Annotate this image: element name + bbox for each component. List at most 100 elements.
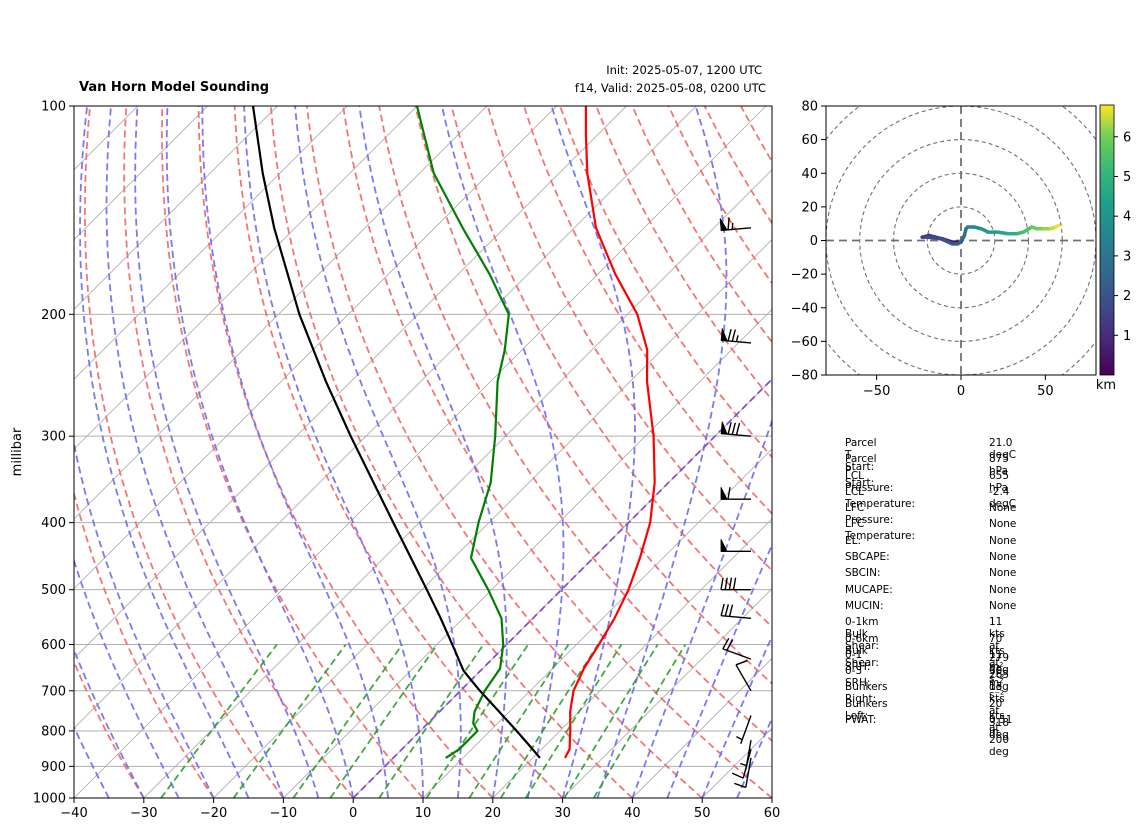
isotherm-10 [422, 448, 772, 798]
param-value: None [989, 567, 1017, 580]
x-tick-label: 0 [349, 806, 357, 821]
temperature-line [564, 106, 656, 759]
isotherm-40 [632, 657, 772, 798]
param-label: PWAT: [845, 714, 877, 727]
hodo-y-tick-label: 0 [810, 234, 818, 249]
isotherm--30 [143, 169, 772, 798]
param-value: 70 kts at 265 deg [989, 632, 1010, 693]
wind-barb-825 [740, 740, 752, 770]
x-tick-label: 60 [764, 806, 781, 821]
param-value: None [989, 551, 1017, 564]
isotherm--90 [74, 106, 418, 450]
mixing-ratio-2 [292, 643, 404, 798]
param-label: 0-3 SRH: [845, 665, 871, 690]
isotherm-50 [701, 727, 772, 798]
isotherm-zero [352, 377, 772, 798]
y-axis-label: millibar [10, 427, 25, 476]
y-tick-label: 300 [41, 430, 66, 445]
valid-time: f14, Valid: 2025-05-08, 0200 UTC [574, 81, 766, 95]
param-label: MUCIN: [845, 599, 884, 612]
param-label: Bunkers Right: [845, 681, 888, 706]
colorbar-tick-label: 6 [1123, 130, 1131, 145]
param-label: MUCAPE: [845, 583, 893, 596]
mixing-ratio-5 [378, 643, 485, 798]
mixing-ratio-0.4 [160, 643, 278, 798]
x-tick-label: 40 [624, 806, 641, 821]
dry-adiabat-150 [667, 106, 772, 285]
hodo-y-tick-label: 20 [801, 200, 818, 215]
y-tick-label: 200 [41, 308, 66, 323]
param-label: LCL Pressure: [845, 469, 894, 494]
dry-adiabat--30 [74, 659, 145, 798]
hodograph-axes: −50 0 50 −80 −60 −40 −20 0 20 40 60 80 [791, 100, 1054, 400]
dry-adiabat-10 [160, 106, 424, 798]
colorbar-tick-label: 2 [1123, 289, 1131, 304]
x-tick-label: 20 [485, 806, 502, 821]
isotherm--70 [74, 106, 557, 590]
colorbar-tick-label: 1 [1123, 329, 1131, 344]
wind-barb-760 [736, 715, 752, 744]
hodo-y-tick-label: −20 [791, 268, 818, 283]
param-label: 0-1 SRH: [845, 648, 871, 673]
param-value: 875 hPa [989, 453, 1010, 478]
hodo-x-tick-label: 0 [957, 384, 965, 399]
wind-barb-700 [735, 659, 752, 692]
moist-adiabat-55 [736, 716, 772, 798]
param-label: Bunkers Left: [845, 697, 888, 722]
hodo-segment [1053, 223, 1061, 229]
moist-adiabat-15 [294, 106, 462, 798]
param-label: EL: [845, 534, 862, 547]
hodo-x-tick-label: 50 [1037, 384, 1054, 399]
parcel-line [251, 106, 541, 759]
dewpoint-line [415, 106, 510, 759]
y-tick-label: 1000 [33, 792, 66, 807]
dry-adiabat-80 [414, 106, 772, 685]
x-tick-label: 10 [415, 806, 432, 821]
hodo-segment [925, 235, 943, 241]
param-label: 0-1km Bulk Shear: [845, 616, 879, 653]
param-label: LCL Temperature: [845, 485, 916, 510]
init-time: Init: 2025-05-07, 1200 UTC [606, 63, 762, 77]
param-value: 50 m² s⁻² [989, 665, 1005, 702]
colorbar-label: km [1096, 378, 1116, 393]
hodo-y-tick-label: −80 [791, 369, 818, 384]
param-label: 0-6km Bulk Shear: [845, 632, 879, 669]
isotherm--80 [74, 106, 488, 520]
moist-adiabat--15 [79, 106, 250, 798]
param-value: 655 hPa [989, 469, 1010, 494]
moist-adiabat--20 [74, 439, 215, 798]
dry-adiabat-180 [777, 106, 1142, 798]
wind-barb-220 [720, 328, 752, 344]
hodograph-trace [920, 223, 1061, 246]
param-value: None [989, 518, 1017, 531]
dry-adiabat-100 [486, 106, 772, 572]
x-tick-label: −10 [270, 806, 297, 821]
isotherm-20 [492, 518, 772, 798]
chart-title: Van Horn Model Sounding [79, 80, 270, 95]
colorbar-tick-label: 5 [1123, 170, 1131, 185]
moist-adiabat-40 [631, 418, 772, 798]
isotherm-60 [771, 797, 772, 798]
y-tick-label: 600 [41, 638, 66, 653]
colorbar-tick-label: 3 [1123, 249, 1131, 264]
param-value: 21.0 degC [989, 437, 1017, 461]
dry-adiabat-160 [703, 106, 772, 225]
colorbar-axes: 1 2 3 4 5 6 [1114, 130, 1131, 344]
mixing-ratio-36 [593, 644, 687, 798]
hodo-y-tick-label: −40 [791, 301, 818, 316]
hodo-y-tick-label: −60 [791, 335, 818, 350]
param-value: 11 kts at 279 deg [989, 616, 1010, 677]
moist-adiabat-30 [550, 106, 636, 798]
dry-adiabat-60 [342, 106, 772, 798]
param-label: LFC Temperature: [845, 518, 916, 543]
param-value: 0.51 in [989, 714, 1013, 739]
param-value: None [989, 583, 1017, 596]
param-value: 13 kts at 318 deg [989, 681, 1010, 742]
dry-adiabat-0 [123, 106, 354, 798]
isotherm--50 [74, 106, 697, 729]
isotherm--20 [213, 238, 772, 798]
dry-adiabat--20 [74, 490, 215, 798]
x-tick-label: −20 [200, 806, 227, 821]
param-value: None [989, 502, 1017, 515]
moist-adiabat-35 [596, 106, 728, 798]
